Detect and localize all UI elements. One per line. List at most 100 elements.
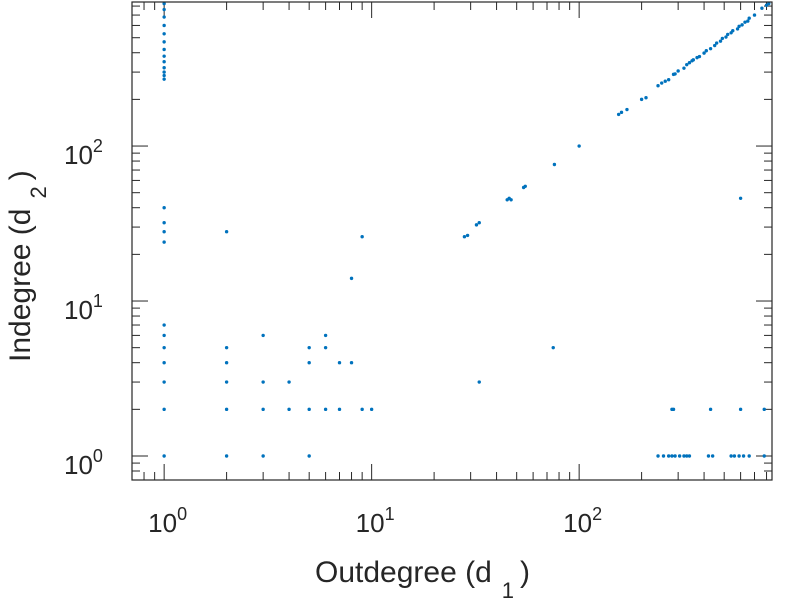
data-point (660, 81, 664, 85)
data-point (162, 54, 166, 58)
data-point (465, 233, 470, 238)
data-point (720, 36, 725, 41)
data-point (577, 144, 581, 148)
data-point (697, 54, 702, 59)
data-point (162, 221, 166, 225)
data-point (712, 43, 717, 48)
data-point (323, 407, 328, 412)
y-tick-label: 100 (64, 446, 103, 480)
data-point (619, 110, 624, 115)
data-point (726, 32, 730, 37)
y-tick-label-base: 10 (64, 295, 93, 325)
data-point (762, 407, 766, 412)
data-point (162, 230, 166, 234)
data-point (323, 333, 328, 338)
data-point (323, 345, 328, 350)
x-axis-label-subscript: 1 (502, 578, 514, 600)
data-point (287, 380, 291, 384)
data-point (740, 23, 744, 27)
data-point (671, 407, 676, 412)
data-point (685, 454, 689, 458)
data-point (666, 454, 671, 458)
y-axis-label-close: ) (4, 170, 37, 180)
data-point (710, 454, 715, 458)
y-tick-label: 101 (64, 291, 103, 325)
x-axis-label-main: Outdegree (d (315, 556, 492, 589)
data-point (677, 454, 682, 458)
y-axis-label-subscript: 2 (26, 186, 51, 198)
data-point (708, 46, 713, 51)
data-point (349, 276, 354, 281)
data-point (162, 380, 166, 384)
data-point (162, 454, 166, 458)
x-tick-label: 102 (563, 504, 602, 538)
data-point (162, 70, 166, 74)
data-point (360, 235, 364, 239)
data-point (261, 454, 265, 458)
data-point (747, 454, 751, 458)
data-point (307, 407, 311, 412)
data-point (704, 49, 708, 53)
data-point (162, 323, 166, 327)
data-point (746, 19, 750, 23)
data-point (673, 454, 677, 458)
data-point (349, 360, 354, 365)
data-point (687, 454, 692, 458)
data-point (731, 28, 735, 33)
data-point (287, 407, 291, 412)
x-tick-labels: 100 101 102 (148, 504, 602, 538)
data-point (735, 27, 740, 31)
data-point (661, 454, 666, 458)
data-point (162, 407, 166, 412)
data-point (337, 407, 342, 412)
data-point (509, 198, 513, 202)
data-point (729, 454, 733, 458)
data-point (682, 66, 686, 70)
plot-area-box (131, 1, 773, 481)
data-point (261, 407, 265, 412)
data-points (162, 1, 771, 458)
data-point (224, 454, 229, 458)
y-tick-label-exponent: 2 (93, 136, 103, 156)
x-tick-label-base: 10 (356, 508, 385, 538)
data-point (752, 13, 757, 17)
data-point (360, 407, 364, 412)
data-point (162, 360, 166, 365)
x-tick-label: 100 (148, 504, 187, 538)
data-point (741, 454, 746, 458)
data-point (552, 162, 557, 167)
data-point (261, 333, 265, 338)
data-point (307, 360, 311, 365)
data-point (474, 223, 479, 227)
y-axis-label-main: Indegree (d (4, 209, 37, 362)
data-point (767, 1, 771, 6)
data-point (682, 454, 686, 458)
x-tick-label-base: 10 (563, 508, 592, 538)
data-point (737, 24, 741, 29)
data-point (224, 345, 229, 350)
data-point (691, 58, 696, 62)
data-point (714, 41, 719, 45)
data-point (702, 51, 706, 55)
data-point (747, 16, 751, 20)
data-point (738, 407, 743, 412)
data-point (162, 1, 166, 6)
data-point (706, 454, 711, 458)
x-tick-label-base: 10 (148, 508, 177, 538)
data-point (224, 407, 229, 412)
data-point (224, 360, 229, 365)
data-point (162, 206, 166, 210)
x-axis-label: Outdegree (d 1) (315, 556, 530, 600)
major-ticks (132, 2, 772, 480)
data-point (162, 7, 166, 12)
y-tick-label: 102 (64, 136, 103, 170)
data-point (162, 240, 166, 244)
data-point (162, 333, 166, 338)
data-point (625, 107, 629, 112)
data-point (670, 454, 674, 458)
data-point (616, 112, 621, 117)
data-point (685, 62, 689, 67)
y-tick-label-exponent: 1 (93, 291, 103, 311)
